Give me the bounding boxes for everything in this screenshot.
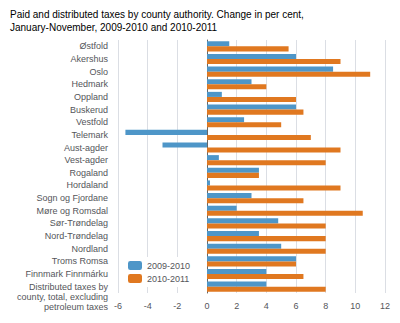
svg-text:Nordland: Nordland	[71, 244, 108, 254]
svg-text:Akershus: Akershus	[70, 54, 108, 64]
svg-text:-4: -4	[144, 301, 152, 311]
svg-text:Finnmark Finnmárku: Finnmark Finnmárku	[25, 269, 108, 279]
svg-text:Troms Romsa: Troms Romsa	[52, 256, 108, 266]
svg-text:2: 2	[234, 301, 239, 311]
svg-text:4: 4	[264, 301, 269, 311]
svg-text:Sør-Trøndelag: Sør-Trøndelag	[50, 218, 108, 228]
svg-text:Nord-Trøndelag: Nord-Trøndelag	[45, 231, 108, 241]
svg-text:Distributed taxes by: Distributed taxes by	[29, 282, 109, 292]
svg-text:Buskerud: Buskerud	[70, 105, 108, 115]
svg-text:Østfold: Østfold	[79, 41, 108, 51]
svg-text:Sogn og Fjordane: Sogn og Fjordane	[36, 193, 108, 203]
svg-text:Vest-agder: Vest-agder	[64, 155, 108, 165]
svg-text:Hedmark: Hedmark	[71, 79, 108, 89]
svg-text:Hordaland: Hordaland	[66, 180, 108, 190]
svg-text:Aust-agder: Aust-agder	[64, 143, 108, 153]
svg-text:Paid and distributed taxes by: Paid and distributed taxes by county aut…	[10, 9, 304, 20]
svg-text:2009-2010: 2009-2010	[147, 261, 190, 271]
svg-text:petroleum taxes: petroleum taxes	[44, 302, 109, 312]
svg-text:Oppland: Oppland	[74, 92, 108, 102]
svg-text:10: 10	[350, 301, 360, 311]
svg-text:county, total, excluding: county, total, excluding	[17, 292, 108, 302]
svg-text:0: 0	[204, 301, 209, 311]
svg-text:2010-2011: 2010-2011	[147, 274, 189, 284]
svg-text:12: 12	[380, 301, 390, 311]
svg-text:Oslo: Oslo	[89, 67, 108, 77]
svg-text:January-November, 2009-2010 an: January-November, 2009-2010 and 2010-201…	[10, 22, 218, 33]
svg-text:Rogaland: Rogaland	[69, 168, 108, 178]
svg-text:Møre og Romsdal: Møre og Romsdal	[36, 206, 108, 216]
svg-text:-6: -6	[114, 301, 122, 311]
svg-text:8: 8	[323, 301, 328, 311]
svg-text:-2: -2	[173, 301, 181, 311]
svg-text:Telemark: Telemark	[71, 130, 108, 140]
svg-text:6: 6	[293, 301, 298, 311]
svg-text:Vestfold: Vestfold	[76, 117, 108, 127]
